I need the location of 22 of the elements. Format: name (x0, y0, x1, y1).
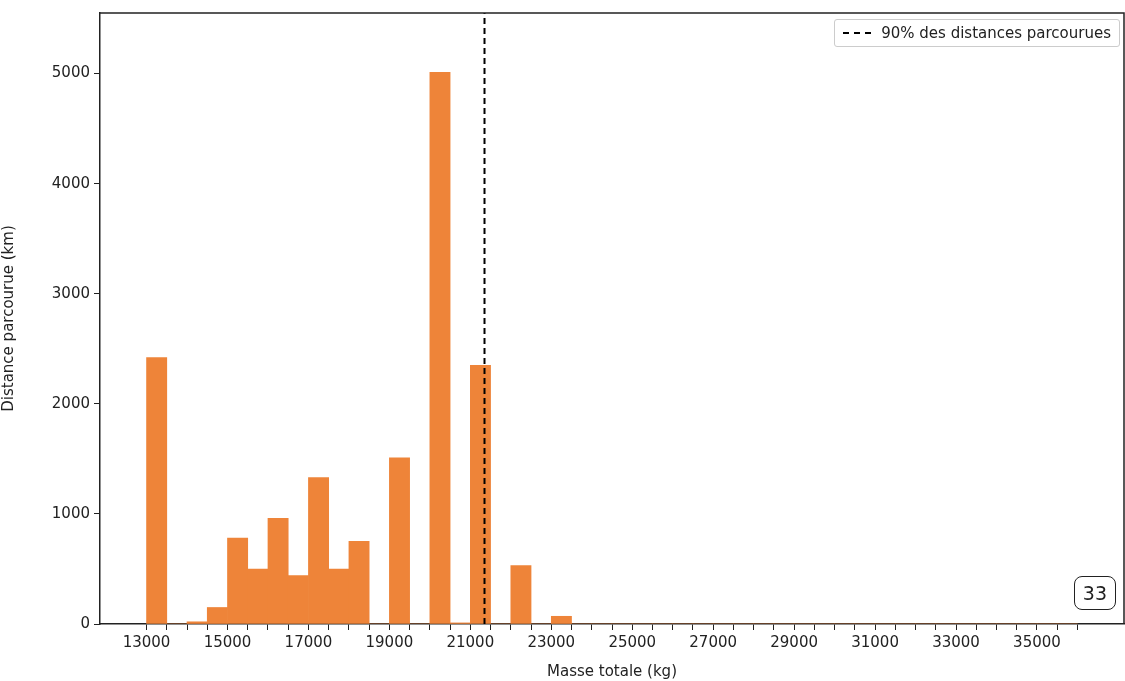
x-tick-label: 23000 (527, 632, 576, 651)
x-tick-label: 35000 (1013, 632, 1061, 651)
x-tick-label: 13000 (122, 632, 171, 651)
y-tick-label: 1000 (51, 503, 90, 522)
x-tick-label: 27000 (689, 632, 738, 651)
x-tick-label: 21000 (446, 632, 495, 651)
x-tick-label: 25000 (608, 632, 657, 651)
y-tick-label: 2000 (51, 393, 90, 412)
x-tick-label: 19000 (365, 632, 414, 651)
x-tick-label: 29000 (770, 632, 818, 651)
annotation: 33 (1073, 576, 1116, 610)
y-axis-title: Distance parcourue (km) (0, 225, 17, 412)
x-tick-label: 15000 (203, 632, 252, 651)
x-tick-label: 33000 (932, 632, 980, 651)
ref-line-label: 90% des distances parcourues (881, 24, 1111, 42)
x-tick-label: 17000 (284, 632, 333, 651)
y-tick-label: 0 (80, 613, 90, 632)
y-tick-label: 3000 (51, 283, 90, 302)
y-tick-label: 4000 (51, 173, 90, 192)
x-axis-title: Masse totale (kg) (547, 661, 677, 680)
y-tick-label: 5000 (51, 63, 90, 82)
x-tick-label: 31000 (851, 632, 899, 651)
